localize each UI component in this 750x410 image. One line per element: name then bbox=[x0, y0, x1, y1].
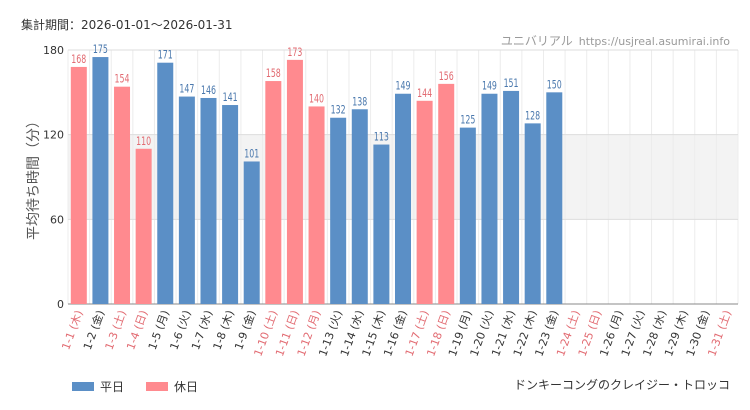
y-axis-label: 平均待ち時間（分） bbox=[26, 114, 42, 240]
value-label: 171 bbox=[158, 48, 173, 62]
legend-label-holiday: 休日 bbox=[174, 380, 199, 394]
value-label: 156 bbox=[439, 69, 454, 83]
legend-swatch-holiday bbox=[146, 382, 169, 391]
value-label: 140 bbox=[309, 91, 324, 105]
bar bbox=[546, 92, 563, 304]
site-name: ユニバリアル bbox=[500, 34, 573, 48]
value-label: 144 bbox=[417, 86, 432, 100]
bar bbox=[438, 83, 455, 304]
value-label: 149 bbox=[482, 79, 497, 93]
bar bbox=[200, 97, 217, 304]
bar bbox=[222, 105, 239, 305]
value-label: 141 bbox=[223, 90, 238, 104]
bar bbox=[524, 123, 541, 304]
bar bbox=[92, 57, 109, 304]
value-label: 125 bbox=[460, 113, 475, 127]
value-label: 147 bbox=[179, 82, 194, 96]
legend-label-weekday: 平日 bbox=[100, 380, 125, 394]
bar bbox=[503, 90, 520, 304]
value-label: 168 bbox=[71, 52, 86, 66]
value-label: 128 bbox=[525, 108, 540, 122]
value-label: 146 bbox=[201, 83, 216, 97]
y-tick-label: 60 bbox=[50, 213, 64, 226]
value-label: 175 bbox=[93, 42, 108, 56]
value-label: 101 bbox=[244, 146, 259, 160]
bar bbox=[265, 81, 282, 305]
value-label: 150 bbox=[547, 77, 562, 91]
bar bbox=[114, 86, 131, 304]
bar bbox=[308, 106, 325, 304]
bar bbox=[178, 96, 195, 304]
legend: 平日 休日 bbox=[72, 378, 198, 395]
bar bbox=[135, 148, 152, 304]
bar bbox=[157, 62, 174, 305]
value-label: 132 bbox=[331, 103, 346, 117]
value-label: 151 bbox=[504, 76, 519, 90]
legend-item-holiday: 休日 bbox=[146, 378, 198, 395]
attraction-name: ドンキーコングのクレイジー・トロッコ bbox=[513, 378, 730, 392]
bar bbox=[459, 127, 476, 304]
value-label: 158 bbox=[266, 66, 281, 80]
legend-item-weekday: 平日 bbox=[72, 378, 124, 395]
bar bbox=[351, 109, 368, 305]
bar bbox=[330, 117, 347, 304]
legend-swatch-weekday bbox=[72, 382, 94, 391]
bar bbox=[373, 144, 390, 304]
value-label: 173 bbox=[287, 45, 302, 59]
bar bbox=[243, 161, 260, 304]
value-label: 149 bbox=[396, 79, 411, 93]
y-tick-label: 180 bbox=[43, 44, 64, 57]
bar-layer: 168 175 154 110 171 147 146 141 101 158 173 140 132 1… bbox=[70, 42, 563, 305]
bar bbox=[286, 59, 303, 304]
bar bbox=[70, 66, 87, 304]
site-credit: ユニバリアル https://usjreal.asumirai.info bbox=[501, 32, 730, 49]
bar bbox=[416, 100, 433, 304]
value-label: 154 bbox=[115, 72, 130, 86]
bar bbox=[395, 93, 411, 304]
value-label: 113 bbox=[374, 130, 389, 144]
y-tick-label: 0 bbox=[57, 298, 64, 311]
bar bbox=[481, 93, 498, 304]
value-label: 138 bbox=[352, 94, 367, 108]
y-tick-label: 120 bbox=[43, 129, 64, 142]
value-label: 110 bbox=[136, 134, 151, 148]
period-label: 集計期間：2026-01-01～2026-01-31 bbox=[21, 18, 233, 32]
site-url: https://usjreal.asumirai.info bbox=[578, 35, 730, 48]
